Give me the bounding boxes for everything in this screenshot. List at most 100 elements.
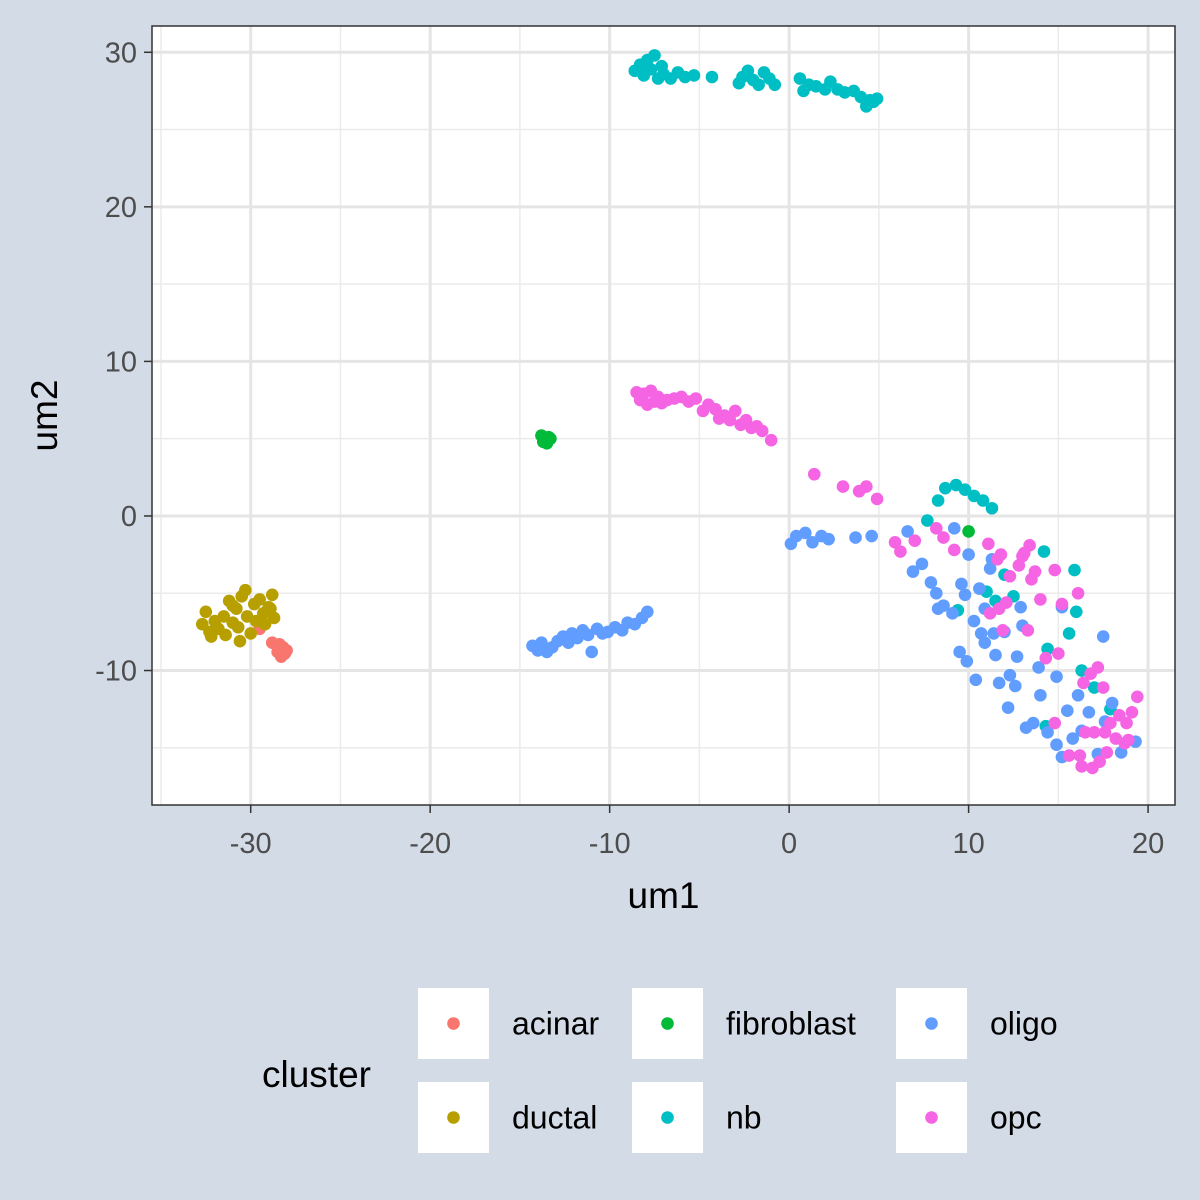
point-nb: [687, 69, 701, 82]
point-oligo: [906, 565, 920, 578]
point-oligo: [930, 586, 943, 600]
point-ductal: [258, 617, 272, 631]
point-opc: [1021, 624, 1035, 637]
legend-label: fibroblast: [726, 1006, 856, 1042]
point-opc: [1087, 726, 1101, 739]
point-opc: [755, 424, 769, 438]
point-oligo: [960, 654, 974, 668]
legend-label: opc: [990, 1100, 1042, 1136]
legend-key-point: [661, 1017, 674, 1030]
point-oligo: [1050, 738, 1063, 752]
point-nb: [1068, 563, 1081, 577]
point-opc: [1131, 690, 1144, 704]
point-oligo: [1041, 726, 1054, 739]
legend-key-point: [447, 1111, 460, 1124]
point-opc: [870, 492, 884, 506]
y-tick-label: -10: [95, 656, 137, 688]
point-opc: [930, 522, 943, 535]
legend-key-point: [925, 1111, 938, 1124]
point-opc: [1039, 651, 1053, 665]
point-ductal: [219, 628, 232, 642]
point-opc: [1100, 746, 1114, 759]
point-oligo: [641, 605, 654, 619]
y-tick-label: 10: [105, 346, 137, 378]
point-ductal: [199, 605, 213, 619]
point-opc: [1120, 716, 1133, 730]
point-opc: [1048, 563, 1062, 577]
point-nb: [958, 483, 972, 496]
legend-item-nb: nb: [632, 1082, 762, 1153]
series-opc: [630, 384, 1144, 775]
point-oligo: [947, 522, 961, 535]
point-opc: [807, 467, 821, 481]
point-ductal: [231, 620, 245, 634]
point-nb: [976, 494, 990, 507]
panel-background: [152, 26, 1175, 805]
point-fibroblast: [962, 525, 975, 538]
point-opc: [1062, 749, 1076, 762]
legend-item-fibroblast: fibroblast: [632, 988, 856, 1059]
point-nb: [985, 501, 999, 515]
y-axis-ticks: -10 0 10 20 30: [95, 37, 152, 688]
point-opc: [947, 543, 961, 557]
point-nb: [768, 78, 782, 92]
point-oligo: [1071, 688, 1085, 702]
point-ductal: [233, 634, 247, 648]
grid-minor: [152, 26, 1175, 805]
point-nb: [705, 70, 719, 84]
x-axis-title: um1: [628, 875, 700, 916]
point-opc: [1048, 716, 1062, 730]
legend-label: ductal: [512, 1100, 597, 1136]
point-ductal: [239, 583, 252, 597]
point-oligo: [1105, 696, 1119, 710]
y-tick-label: 30: [105, 37, 137, 69]
point-oligo: [1066, 732, 1079, 745]
point-oligo: [1096, 630, 1110, 643]
point-opc: [1093, 755, 1106, 769]
series-ductal: [195, 583, 281, 648]
point-oligo: [1032, 661, 1045, 674]
y-axis-title: um2: [24, 380, 65, 452]
point-oligo: [806, 535, 819, 549]
point-opc: [1098, 726, 1112, 739]
point-nb: [1087, 681, 1101, 694]
legend-item-opc: opc: [896, 1082, 1042, 1153]
x-tick-label: 10: [952, 828, 984, 860]
point-opc: [1023, 539, 1036, 552]
point-nb: [1062, 627, 1076, 640]
point-opc: [728, 404, 742, 418]
point-opc: [894, 545, 907, 558]
point-oligo: [901, 525, 914, 538]
x-tick-label: 0: [781, 828, 797, 860]
point-ductal: [264, 602, 277, 616]
point-opc: [1122, 733, 1135, 747]
series-oligo: [526, 522, 1142, 764]
point-acinar: [271, 645, 284, 659]
point-opc: [1078, 726, 1092, 739]
point-oligo: [581, 628, 595, 642]
point-opc: [1003, 569, 1017, 583]
legend-label: nb: [726, 1100, 762, 1136]
point-opc: [1096, 681, 1110, 694]
point-oligo: [865, 529, 878, 543]
x-tick-label: -10: [589, 828, 631, 860]
point-opc: [937, 531, 950, 544]
point-oligo: [924, 576, 938, 589]
point-oligo: [931, 602, 945, 616]
point-oligo: [989, 648, 1002, 662]
point-opc: [1071, 586, 1085, 600]
point-oligo: [1010, 650, 1024, 663]
point-opc: [1077, 676, 1090, 690]
point-opc: [1025, 573, 1038, 586]
point-ductal: [226, 599, 240, 612]
legend-key-point: [661, 1111, 674, 1124]
point-opc: [1055, 597, 1069, 611]
panel-border: [151, 25, 1176, 806]
point-oligo: [973, 582, 986, 595]
point-ductal: [244, 627, 258, 640]
point-opc: [1104, 716, 1117, 730]
legend-title: cluster: [262, 1054, 371, 1095]
series-nb: [628, 49, 1117, 733]
point-opc: [764, 433, 778, 447]
point-oligo: [992, 676, 1006, 690]
